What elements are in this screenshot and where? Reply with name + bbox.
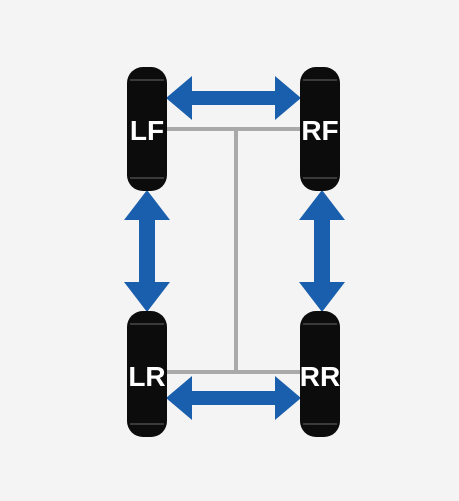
tire-lr: LR xyxy=(127,311,167,437)
rotation-arrows xyxy=(124,76,345,420)
tire-rr: RR xyxy=(300,311,340,437)
tire-label-rf: RF xyxy=(301,115,338,146)
tire-lf: LF xyxy=(127,67,167,191)
arrow-rf-rr xyxy=(299,190,345,312)
arrow-lf-rf xyxy=(166,76,301,120)
tire-label-lr: LR xyxy=(128,361,165,392)
chassis xyxy=(150,127,315,374)
tire-label-lf: LF xyxy=(130,115,164,146)
arrow-lf-lr xyxy=(124,190,170,312)
tire-label-rr: RR xyxy=(300,361,340,392)
arrow-lr-rr xyxy=(166,376,301,420)
tire-rf: RF xyxy=(300,67,340,191)
